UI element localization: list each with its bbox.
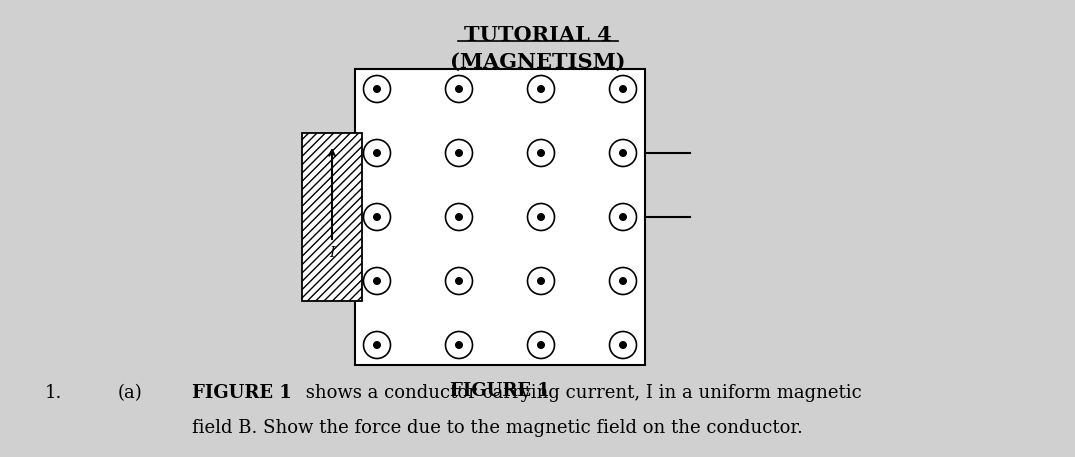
Circle shape bbox=[456, 214, 462, 220]
Text: FIGURE 1: FIGURE 1 bbox=[450, 382, 550, 400]
Circle shape bbox=[374, 278, 381, 284]
Text: 1.: 1. bbox=[45, 384, 62, 402]
Circle shape bbox=[538, 150, 544, 156]
Circle shape bbox=[538, 278, 544, 284]
Text: I: I bbox=[329, 246, 334, 260]
Circle shape bbox=[619, 150, 627, 156]
Text: field B. Show the force due to the magnetic field on the conductor.: field B. Show the force due to the magne… bbox=[192, 419, 803, 437]
Circle shape bbox=[538, 342, 544, 348]
Text: TUTORIAL 4: TUTORIAL 4 bbox=[463, 25, 612, 45]
Circle shape bbox=[374, 342, 381, 348]
Circle shape bbox=[456, 342, 462, 348]
Circle shape bbox=[374, 150, 381, 156]
Circle shape bbox=[374, 214, 381, 220]
Text: FIGURE 1: FIGURE 1 bbox=[192, 384, 291, 402]
Text: (a): (a) bbox=[118, 384, 143, 402]
Bar bbox=[302, 133, 362, 301]
Text: (MAGNETISM): (MAGNETISM) bbox=[449, 52, 626, 72]
Circle shape bbox=[619, 86, 627, 92]
Circle shape bbox=[374, 86, 381, 92]
Text: shows a conductor carrying current, I in a uniform magnetic: shows a conductor carrying current, I in… bbox=[300, 384, 862, 402]
Bar bbox=[355, 69, 645, 365]
Circle shape bbox=[619, 278, 627, 284]
Circle shape bbox=[456, 278, 462, 284]
Circle shape bbox=[619, 214, 627, 220]
Circle shape bbox=[538, 214, 544, 220]
Circle shape bbox=[538, 86, 544, 92]
Circle shape bbox=[619, 342, 627, 348]
Circle shape bbox=[456, 150, 462, 156]
Circle shape bbox=[456, 86, 462, 92]
